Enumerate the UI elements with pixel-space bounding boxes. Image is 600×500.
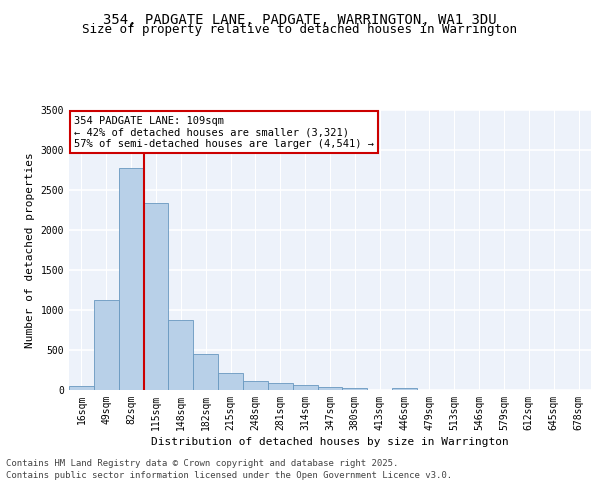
Bar [343, 388, 367, 390]
Text: Contains HM Land Registry data © Crown copyright and database right 2025.: Contains HM Land Registry data © Crown c… [6, 458, 398, 468]
Bar [218, 373, 243, 390]
Text: 354, PADGATE LANE, PADGATE, WARRINGTON, WA1 3DU: 354, PADGATE LANE, PADGATE, WARRINGTON, … [103, 12, 497, 26]
Bar [143, 203, 169, 390]
Bar [317, 387, 343, 390]
Text: 354 PADGATE LANE: 109sqm
← 42% of detached houses are smaller (3,321)
57% of sem: 354 PADGATE LANE: 109sqm ← 42% of detach… [74, 116, 374, 149]
Text: Size of property relative to detached houses in Warrington: Size of property relative to detached ho… [83, 22, 517, 36]
Bar [69, 386, 94, 390]
Bar [94, 300, 119, 390]
Bar [119, 168, 143, 390]
Y-axis label: Number of detached properties: Number of detached properties [25, 152, 35, 348]
Text: Contains public sector information licensed under the Open Government Licence v3: Contains public sector information licen… [6, 471, 452, 480]
Bar [268, 383, 293, 390]
Bar [293, 385, 317, 390]
Bar [169, 320, 193, 390]
X-axis label: Distribution of detached houses by size in Warrington: Distribution of detached houses by size … [151, 437, 509, 447]
Bar [392, 388, 417, 390]
Bar [193, 354, 218, 390]
Bar [243, 381, 268, 390]
